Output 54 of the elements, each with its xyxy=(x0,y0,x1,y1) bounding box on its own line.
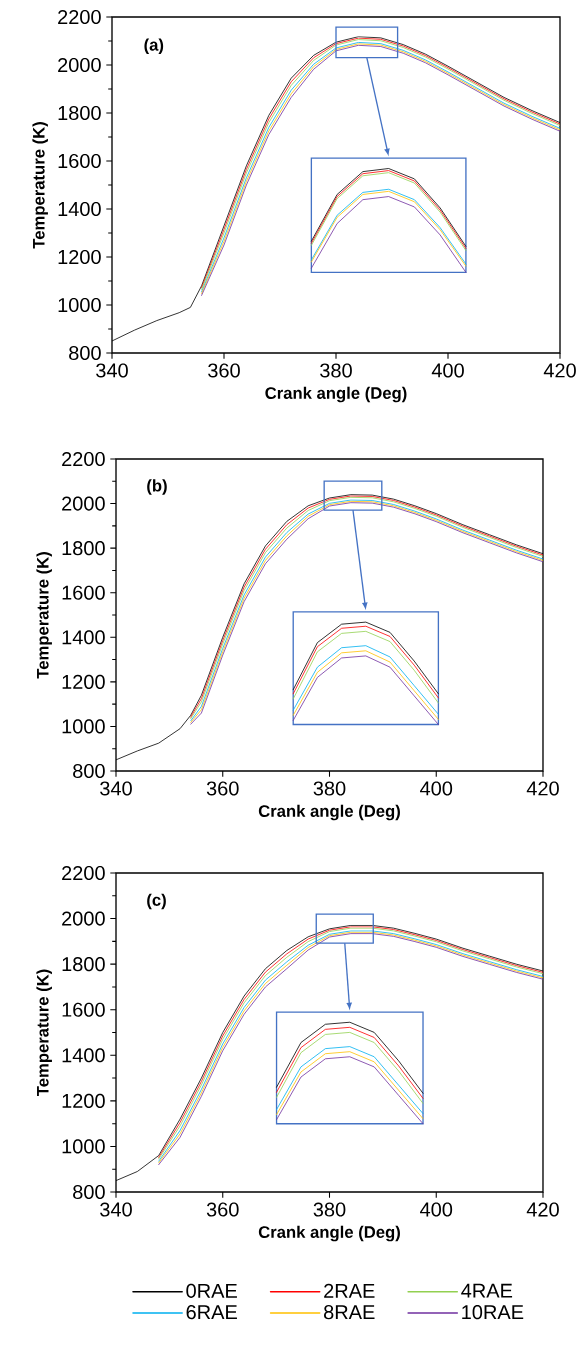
legend-label: 10RAE xyxy=(462,1305,524,1320)
y-tick-label: 2200 xyxy=(62,865,105,881)
y-tick-label: 1200 xyxy=(62,674,105,689)
x-tick-label: 400 xyxy=(420,1202,453,1217)
y-tick-label: 1200 xyxy=(58,249,101,265)
y-tick-label: 800 xyxy=(73,763,105,779)
y-tick-label: 800 xyxy=(73,1184,105,1200)
x-tick-label: 400 xyxy=(431,363,464,378)
y-tick-label: 800 xyxy=(69,345,101,361)
x-tick-label: 420 xyxy=(543,363,576,378)
y-tick-label: 2200 xyxy=(62,451,105,467)
y-tick-label: 2000 xyxy=(58,57,101,73)
text: (c) xyxy=(147,893,166,910)
x-tick-label: 380 xyxy=(313,1202,346,1217)
y-tick-label: 1200 xyxy=(62,1093,105,1108)
y-tick-label: 1600 xyxy=(62,1002,105,1017)
x-tick-label: 380 xyxy=(320,363,352,378)
y-tick-label: 2200 xyxy=(58,9,101,25)
text: (a) xyxy=(144,38,164,55)
legend-label: 0RAE xyxy=(186,1283,237,1298)
y-tick-label: 1000 xyxy=(62,1139,105,1154)
x-tick-label: 420 xyxy=(526,781,559,796)
x-tick-label: 340 xyxy=(100,781,132,796)
x-axis-title: Crank angle (Deg) xyxy=(258,1225,400,1242)
x-tick-label: 360 xyxy=(208,363,240,378)
legend-label: 2RAE xyxy=(324,1283,375,1298)
legend-label: 6RAE xyxy=(186,1305,237,1320)
y-tick-label: 1800 xyxy=(62,541,105,556)
y-tick-label: 1600 xyxy=(58,153,101,169)
y-axis-title: Temperature (K) xyxy=(36,552,52,679)
x-axis-title: Crank angle (Deg) xyxy=(258,804,400,821)
y-tick-label: 1800 xyxy=(58,105,101,121)
legend-label: 8RAE xyxy=(324,1305,375,1320)
y-tick-label: 1400 xyxy=(58,201,101,217)
y-tick-label: 1000 xyxy=(62,719,105,734)
x-tick-label: 420 xyxy=(526,1202,559,1217)
y-tick-label: 1400 xyxy=(62,630,105,645)
y-tick-label: 2000 xyxy=(62,496,105,511)
x-tick-label: 380 xyxy=(313,781,346,796)
x-tick-label: 340 xyxy=(100,1202,132,1217)
text: (b) xyxy=(147,479,167,495)
x-axis-title: Crank angle (Deg) xyxy=(265,386,407,403)
y-axis-title: Temperature (K) xyxy=(32,122,48,249)
x-tick-label: 360 xyxy=(206,1202,239,1217)
y-tick-label: 1600 xyxy=(62,585,105,600)
y-tick-label: 1400 xyxy=(62,1048,105,1063)
y-tick-label: 2000 xyxy=(62,911,105,926)
legend-label: 4RAE xyxy=(461,1283,513,1298)
x-tick-label: 400 xyxy=(420,781,453,796)
y-axis-title: Temperature (K) xyxy=(36,969,52,1097)
y-tick-label: 1800 xyxy=(62,957,105,972)
x-tick-label: 340 xyxy=(96,363,128,378)
y-tick-label: 1000 xyxy=(58,297,101,313)
x-tick-label: 360 xyxy=(206,781,239,796)
